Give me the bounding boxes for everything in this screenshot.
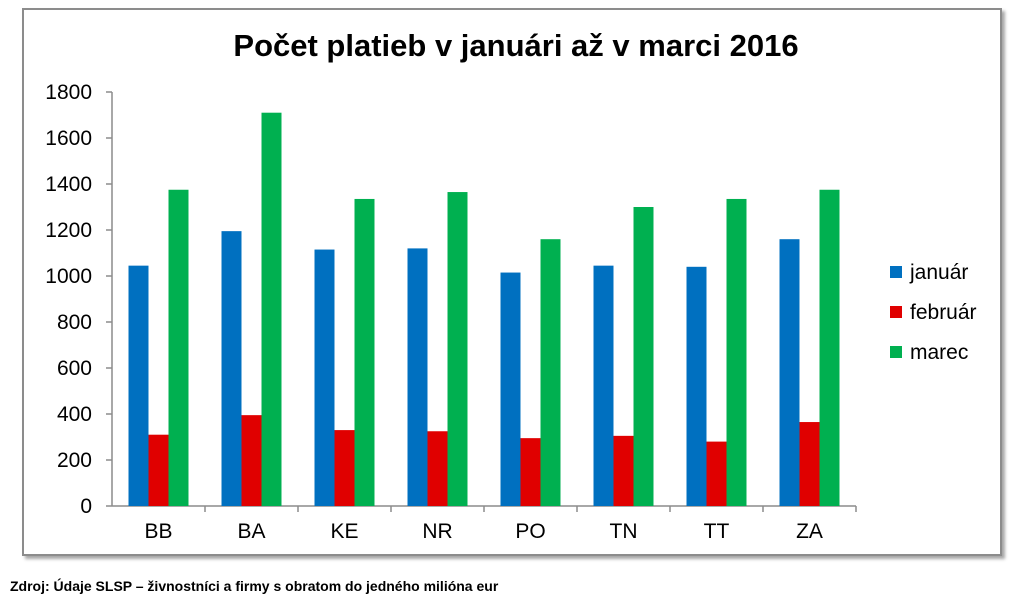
bar-TN-2 xyxy=(633,207,654,506)
bar-ZA-1 xyxy=(799,422,820,506)
y-tick-label: 0 xyxy=(80,495,92,518)
bar-PO-1 xyxy=(520,438,541,506)
y-tick-label: 1800 xyxy=(45,81,92,104)
bar-PO-2 xyxy=(540,239,561,506)
y-tick-label: 600 xyxy=(57,357,92,380)
y-tick-label: 800 xyxy=(57,311,92,334)
y-tick-label: 1200 xyxy=(45,219,92,242)
bar-TT-2 xyxy=(726,198,747,506)
bar-BB-1 xyxy=(148,434,169,506)
x-tick-label: TN xyxy=(610,520,638,543)
legend-label: marec xyxy=(910,341,968,364)
bar-ZA-2 xyxy=(819,189,840,506)
bar-ZA-0 xyxy=(779,239,800,506)
x-tick-label: BA xyxy=(237,520,265,543)
x-tick-label: TT xyxy=(704,520,730,543)
bar-KE-0 xyxy=(314,249,335,507)
x-tick-label: KE xyxy=(330,520,358,543)
bar-TN-0 xyxy=(593,265,614,506)
y-tick-label: 200 xyxy=(57,449,92,472)
bar-KE-1 xyxy=(334,430,355,506)
bar-BA-0 xyxy=(221,231,242,506)
legend-swatch xyxy=(890,306,902,318)
y-tick-label: 1000 xyxy=(45,265,92,288)
legend-swatch xyxy=(890,346,902,358)
axes: 0 200 400 600 800 1000 1200 1400 1600 1800 BB BA KE N… xyxy=(45,81,857,543)
bar-PO-0 xyxy=(500,272,521,506)
x-tick-label: NR xyxy=(422,520,452,543)
bar-NR-1 xyxy=(427,431,448,506)
legend-swatch xyxy=(890,266,902,278)
bar-BA-2 xyxy=(261,112,282,506)
bar-BB-0 xyxy=(128,265,149,506)
legend-label: február xyxy=(910,301,977,324)
bar-TN-1 xyxy=(613,435,634,506)
legend-label: január xyxy=(909,261,968,284)
bars xyxy=(128,112,840,507)
y-tick-label: 400 xyxy=(57,403,92,426)
bar-NR-0 xyxy=(407,248,428,506)
bar-TT-0 xyxy=(686,266,707,506)
legend: január február marec xyxy=(890,261,977,364)
chart-title: Počet platieb v januári až v marci 2016 xyxy=(233,28,798,63)
y-tick-label: 1600 xyxy=(45,127,92,150)
x-tick-label: BB xyxy=(144,520,172,543)
bar-TT-1 xyxy=(706,441,727,506)
x-tick-label: ZA xyxy=(796,520,823,543)
bar-NR-2 xyxy=(447,192,468,507)
y-tick-label: 1400 xyxy=(45,173,92,196)
x-tick-label: PO xyxy=(515,520,545,543)
source-note: Zdroj: Údaje SLSP – živnostníci a firmy … xyxy=(10,578,499,594)
bar-KE-2 xyxy=(354,198,375,506)
bar-BA-1 xyxy=(241,415,262,506)
bar-BB-2 xyxy=(168,189,189,506)
